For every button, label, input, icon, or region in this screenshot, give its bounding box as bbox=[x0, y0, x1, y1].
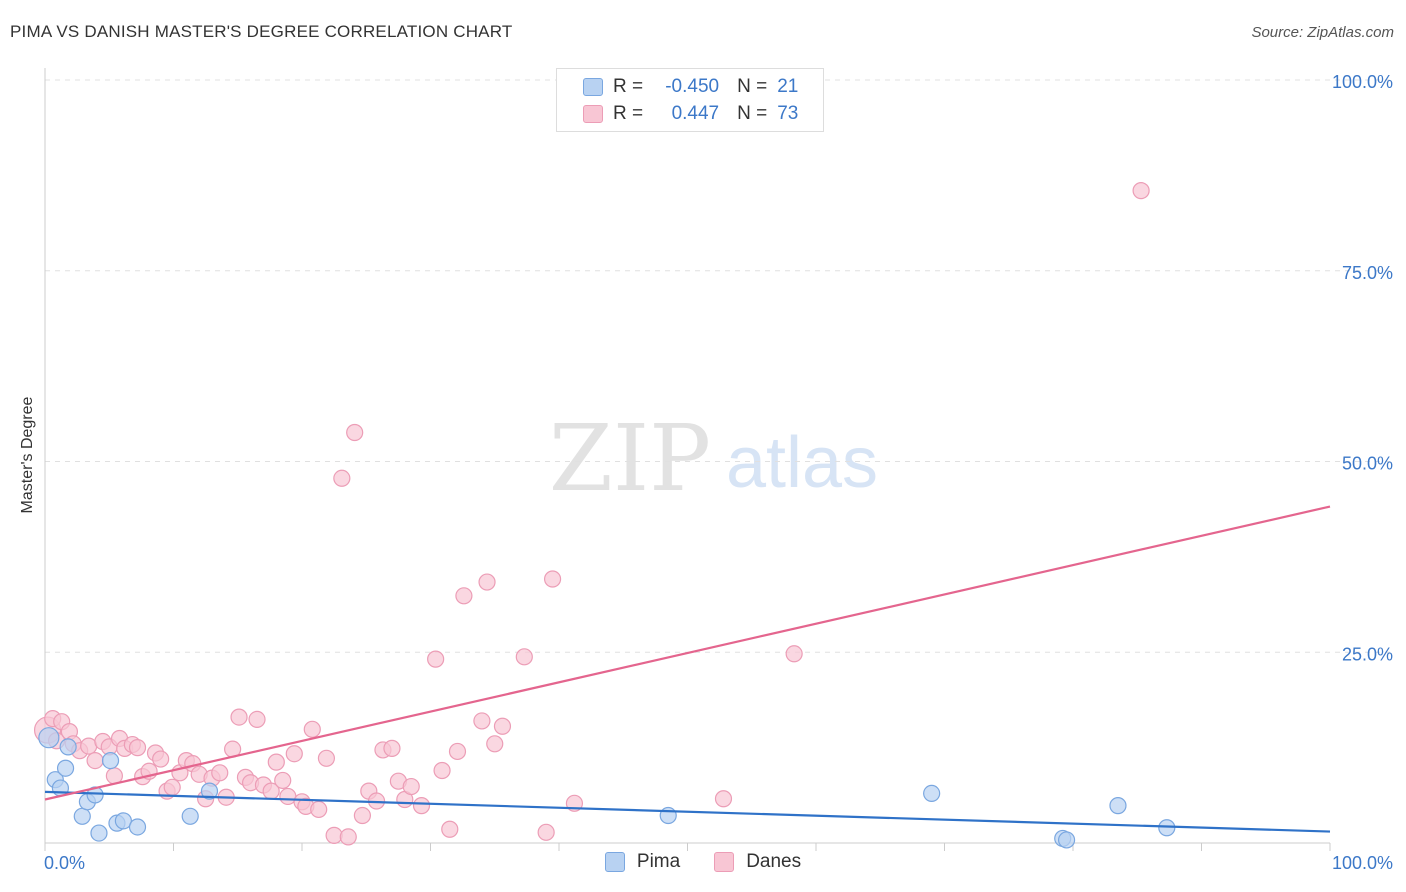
y-tick-label: 100.0% bbox=[1332, 72, 1393, 92]
legend-danes-label: Danes bbox=[746, 851, 802, 872]
pima-point bbox=[128, 818, 147, 836]
danes-n-value: 73 bbox=[777, 103, 799, 124]
danes-point bbox=[785, 645, 803, 663]
pima-point bbox=[1057, 831, 1076, 849]
watermark-zip: ZIP bbox=[549, 405, 711, 512]
y-tick-label: 75.0% bbox=[1342, 263, 1393, 283]
danes-point bbox=[441, 820, 459, 838]
danes-point bbox=[310, 800, 328, 819]
y-tick-label: 50.0% bbox=[1342, 454, 1393, 474]
pima-point bbox=[200, 782, 219, 800]
x-tick-label-end: 100.0% bbox=[1332, 853, 1393, 873]
danes-r-label: R = bbox=[613, 103, 644, 124]
pima-point bbox=[114, 812, 132, 830]
danes-point bbox=[427, 650, 445, 668]
danes-point bbox=[317, 749, 336, 767]
danes-point bbox=[346, 423, 364, 442]
danes-point bbox=[86, 751, 104, 770]
trend-lines bbox=[44, 505, 1331, 833]
pima-r-label: R = bbox=[613, 76, 644, 97]
danes-point bbox=[267, 753, 285, 771]
pima-point bbox=[90, 824, 108, 842]
source-label: Source: ZipAtlas.com bbox=[1251, 24, 1394, 41]
pima-series bbox=[38, 727, 1176, 849]
pima-point bbox=[59, 738, 77, 756]
watermark: ZIP atlas bbox=[549, 405, 878, 512]
danes-point bbox=[285, 745, 303, 763]
danes-point bbox=[543, 570, 562, 588]
danes-point bbox=[473, 712, 491, 730]
grid bbox=[45, 79, 1392, 653]
pima-point bbox=[86, 786, 104, 804]
legend-danes-swatch bbox=[714, 852, 735, 872]
danes-point bbox=[339, 828, 357, 846]
danes-point bbox=[128, 739, 147, 757]
legend-pima-swatch bbox=[604, 852, 625, 872]
pima-point bbox=[101, 751, 120, 770]
pima-swatch bbox=[583, 78, 603, 96]
pima-trend-line bbox=[44, 790, 1331, 833]
danes-point bbox=[333, 469, 351, 487]
danes-n-label: N = bbox=[737, 103, 768, 124]
danes-point bbox=[230, 708, 248, 726]
danes-point bbox=[303, 720, 321, 738]
pima-point bbox=[56, 759, 75, 777]
danes-series bbox=[33, 182, 1150, 846]
legend: Pima Danes bbox=[0, 851, 1406, 873]
danes-point bbox=[353, 806, 371, 825]
danes-point bbox=[248, 710, 266, 728]
danes-point bbox=[515, 648, 533, 666]
danes-trend-line bbox=[44, 505, 1331, 801]
danes-r-value: 0.447 bbox=[671, 103, 720, 124]
pima-n-value: 21 bbox=[777, 76, 799, 97]
danes-point bbox=[455, 587, 473, 605]
danes-point bbox=[537, 823, 555, 841]
x-tick-labels: 0.0% 100.0% bbox=[44, 853, 1393, 873]
legend-item-pima[interactable]: Pima bbox=[604, 851, 681, 873]
y-tick-label: 25.0% bbox=[1342, 644, 1393, 664]
danes-point bbox=[1132, 182, 1150, 200]
legend-item-danes[interactable]: Danes bbox=[714, 851, 801, 873]
stats-box: R = -0.450 N = 21 R = 0.447 N = 73 bbox=[556, 68, 824, 132]
danes-point bbox=[493, 717, 512, 735]
danes-point bbox=[714, 790, 733, 808]
stats-row-danes: R = 0.447 N = 73 bbox=[557, 102, 798, 126]
axes bbox=[44, 68, 1331, 851]
legend-pima-label: Pima bbox=[636, 851, 681, 872]
stats-row-pima: R = -0.450 N = 21 bbox=[557, 75, 798, 99]
danes-point bbox=[412, 797, 431, 815]
danes-point bbox=[325, 826, 343, 844]
x-tick-label-start: 0.0% bbox=[44, 853, 85, 873]
danes-point bbox=[433, 761, 451, 780]
danes-point bbox=[402, 777, 420, 796]
danes-point bbox=[486, 735, 504, 753]
danes-point bbox=[211, 764, 229, 782]
pima-point bbox=[1109, 797, 1127, 815]
chart-title: PIMA VS DANISH MASTER'S DEGREE CORRELATI… bbox=[10, 22, 513, 41]
pima-point bbox=[73, 807, 91, 825]
danes-point bbox=[163, 778, 181, 796]
danes-swatch bbox=[583, 105, 603, 123]
watermark-atlas: atlas bbox=[726, 423, 878, 503]
danes-point bbox=[274, 771, 292, 790]
danes-point bbox=[383, 739, 401, 757]
danes-point bbox=[448, 742, 467, 761]
pima-n-label: N = bbox=[737, 76, 768, 97]
danes-point bbox=[152, 750, 170, 768]
pima-r-value: -0.450 bbox=[665, 76, 720, 97]
pima-point bbox=[38, 727, 60, 749]
pima-point bbox=[923, 784, 941, 803]
danes-point bbox=[478, 573, 496, 591]
pima-point bbox=[181, 807, 199, 825]
y-tick-labels: 25.0% 50.0% 75.0% 100.0% bbox=[1332, 72, 1393, 664]
